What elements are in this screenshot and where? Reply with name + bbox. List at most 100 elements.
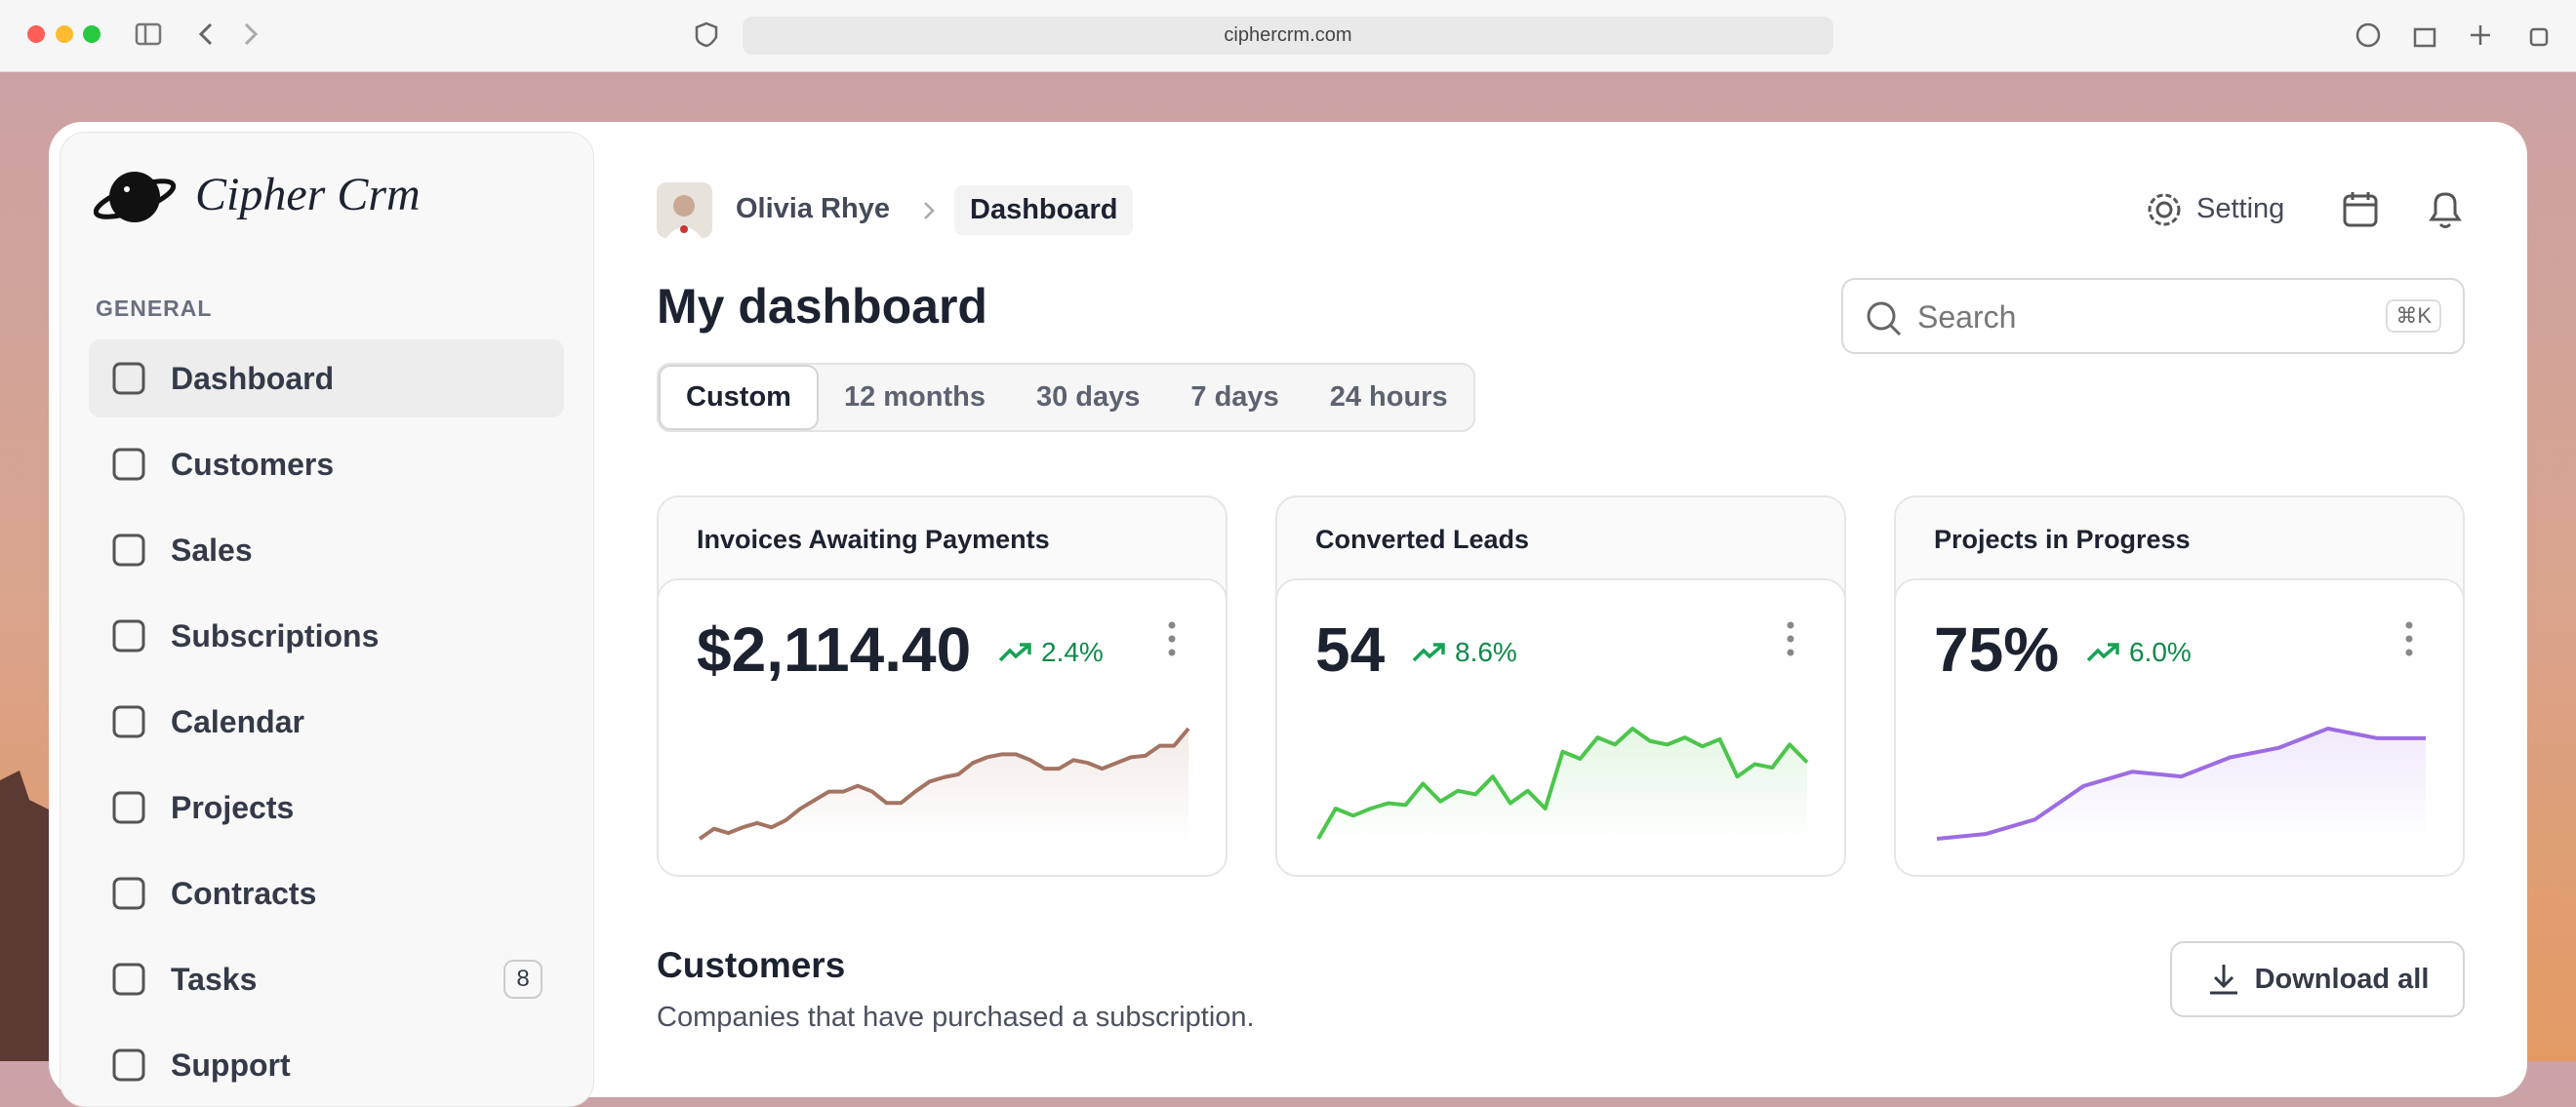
nav-item[interactable]: Subscriptions (89, 597, 564, 675)
menu-dot (2405, 649, 2413, 656)
card-title: Converted Leads (1315, 525, 1530, 554)
browser-toolbar: ciphercrm.com (0, 0, 2576, 72)
nav-icon-shape (112, 705, 145, 738)
nav-item[interactable]: Projects (89, 769, 564, 847)
nav-icon (112, 448, 145, 481)
setting-label[interactable]: Setting (2196, 193, 2285, 224)
menu-dot (1168, 621, 1176, 629)
search-box[interactable]: Search ⌘K (1841, 278, 2465, 354)
nav-section: GENERAL (96, 296, 213, 321)
sparkline (1316, 727, 1809, 843)
menu-dot (1168, 635, 1176, 643)
download-icon (2209, 965, 2237, 995)
nav-item[interactable]: Calendar (89, 683, 564, 761)
shortcut: ⌘K (2386, 299, 2441, 333)
nav-item[interactable]: Customers (89, 425, 564, 503)
nav-label: Customers (171, 446, 335, 482)
card-change: 2.4% (998, 637, 1104, 668)
user-name[interactable]: Olivia Rhye (736, 193, 890, 224)
bell-icon[interactable] (2426, 188, 2465, 231)
nav-label: Tasks (171, 961, 258, 997)
nav-label: Projects (171, 789, 295, 825)
menu-dot (1787, 635, 1794, 643)
rock-silhouette (0, 771, 54, 1061)
range-tab[interactable]: Custom (659, 365, 819, 430)
nav-label: Support (171, 1047, 291, 1083)
card-change: 6.0% (2086, 637, 2192, 668)
sparkline (698, 727, 1190, 843)
trend-icon (2086, 643, 2119, 662)
logo-icon (94, 172, 177, 222)
nav-icon-shape (112, 534, 145, 567)
sparkline-line (698, 727, 1190, 841)
range-tab[interactable]: 12 months (843, 381, 986, 413)
trend-arrow (998, 643, 1031, 662)
chevron (924, 202, 935, 219)
nav-icon-shape (112, 963, 145, 996)
nav-icon (112, 362, 145, 395)
button-label: Download all (2254, 963, 2430, 995)
avatar (657, 182, 712, 238)
nav-icon (112, 705, 145, 738)
nav-label: Contracts (171, 875, 317, 911)
menu-dot (1787, 621, 1794, 629)
nav-label: Subscriptions (171, 617, 380, 653)
sparkline-area (1318, 729, 1807, 843)
range-tab[interactable]: 24 hours (1329, 381, 1448, 413)
card-value: 75% (1934, 614, 2060, 685)
change-label: 8.6% (1455, 637, 1517, 667)
nav-icon (112, 963, 145, 996)
nav-icon (112, 534, 145, 567)
menu-dot (1168, 649, 1176, 656)
address-bar[interactable]: ciphercrm.com (743, 17, 1833, 55)
nav-label: Dashboard (171, 360, 335, 396)
nav-item[interactable]: Sales (89, 511, 564, 589)
change-label: 2.4% (1041, 637, 1104, 667)
nav-icon-shape (112, 362, 145, 395)
setting-icon (2148, 193, 2181, 226)
nav-icon-shape (112, 619, 145, 652)
page-title: My dashboard (657, 279, 987, 334)
nav-item[interactable]: Support (89, 1026, 564, 1104)
sidebar (60, 132, 594, 1107)
nav-icon-shape (112, 448, 145, 481)
card-value: 54 (1315, 614, 1386, 685)
stat-card: Invoices Awaiting Payments $2,114.40 2.4% (657, 495, 1228, 877)
card-body: 75% 6.0% (1896, 578, 2463, 875)
sparkline-line (1936, 727, 2426, 841)
sparkline (1936, 727, 2426, 843)
nav-icon (112, 1048, 145, 1082)
nav-icon (112, 791, 145, 824)
search-placeholder: Search (1917, 299, 2017, 335)
sparkline-line (1316, 727, 1809, 841)
trend-icon (1412, 643, 1445, 662)
range-tabs: Custom 12 months 30 days 7 days 24 hours (657, 363, 1475, 432)
breadcrumb[interactable]: Dashboard (954, 185, 1134, 235)
nav-label: Sales (171, 532, 253, 568)
card-body: $2,114.40 2.4% (659, 578, 1226, 875)
card-title: Projects in Progress (1934, 525, 2191, 554)
nav-badge: 8 (503, 960, 543, 999)
nav-label: Calendar (171, 703, 304, 739)
download-button[interactable]: Download all (2170, 941, 2465, 1017)
card-menu[interactable] (1783, 619, 1798, 658)
logo-text: Cipher Crm (195, 169, 421, 220)
search-icon (1867, 301, 1902, 336)
card-menu[interactable] (1164, 619, 1180, 658)
menu-dot (2405, 635, 2413, 643)
nav-item[interactable]: Contracts (89, 854, 564, 932)
menu-dot (1787, 649, 1794, 656)
sparkline-area (1937, 729, 2426, 843)
range-tab[interactable]: 7 days (1190, 381, 1279, 413)
nav-item[interactable]: Tasks 8 (89, 940, 564, 1018)
section-subtitle: Companies that have purchased a subscrip… (657, 1002, 1255, 1033)
nav-item[interactable]: Dashboard (89, 339, 564, 417)
stat-card: Converted Leads 54 8.6% (1275, 495, 1846, 877)
change-label: 6.0% (2129, 637, 2192, 667)
section-title: Customers (657, 945, 846, 985)
card-menu[interactable] (2401, 619, 2417, 658)
nav-icon (112, 619, 145, 652)
calendar-icon[interactable] (2342, 190, 2379, 229)
stat-card: Projects in Progress 75% 6.0% (1894, 495, 2465, 877)
range-tab[interactable]: 30 days (1035, 381, 1141, 413)
